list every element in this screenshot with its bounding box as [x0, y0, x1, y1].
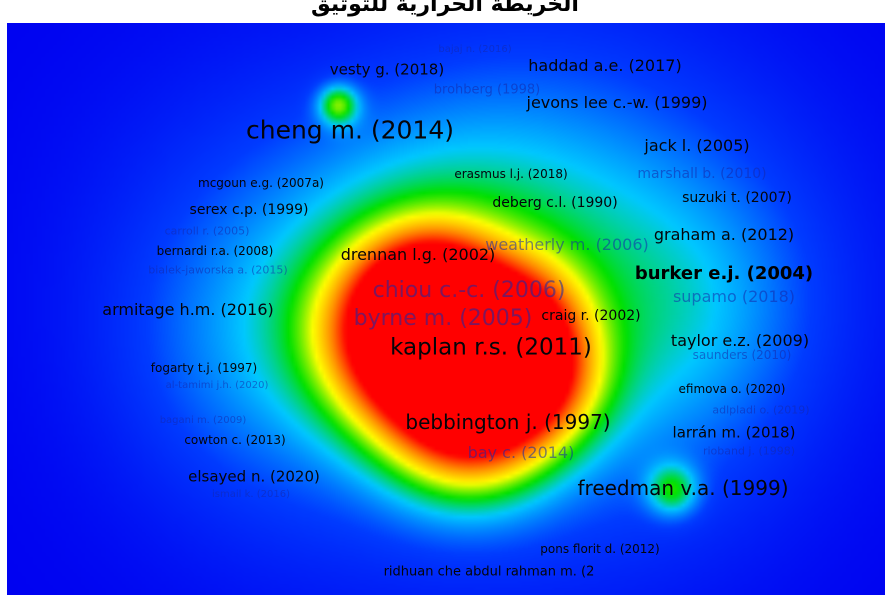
cluster-label[interactable]: brohberg (1998)	[433, 82, 541, 98]
cluster-label[interactable]: graham a. (2012)	[653, 225, 795, 244]
density-heatmap	[7, 23, 885, 595]
cluster-label[interactable]: ismail k. (2016)	[212, 489, 290, 500]
cluster-label[interactable]: cowton c. (2013)	[184, 433, 286, 447]
cluster-label[interactable]: armitage h.m. (2016)	[102, 300, 274, 319]
cluster-label[interactable]: elsayed n. (2020)	[188, 467, 320, 486]
cluster-label[interactable]: efimova o. (2020)	[678, 382, 786, 396]
cluster-label[interactable]: weatherly m. (2006)	[485, 235, 649, 254]
cluster-label[interactable]: supamo (2018)	[672, 287, 796, 306]
cluster-label[interactable]: kaplan r.s. (2011)	[390, 334, 592, 361]
cluster-label[interactable]: erasmus l.j. (2018)	[454, 167, 568, 181]
cluster-label[interactable]: adlpladi o. (2019)	[712, 403, 810, 417]
cluster-label[interactable]: mcgoun e.g. (2007a)	[198, 176, 324, 190]
cluster-label[interactable]: craig r. (2002)	[541, 308, 641, 324]
cluster-label[interactable]: pons florit d. (2012)	[540, 542, 660, 556]
cluster-label[interactable]: drennan l.g. (2002)	[340, 245, 496, 264]
cluster-label[interactable]: burker e.j. (2004)	[634, 263, 814, 284]
cluster-label[interactable]: chiou c.-c. (2006)	[372, 278, 566, 303]
cluster-label[interactable]: bajaj n. (2016)	[438, 44, 512, 55]
page-title: الخريطة الحرارية للتوثيق	[311, 0, 579, 17]
cluster-label[interactable]: larrán m. (2018)	[672, 423, 796, 442]
cluster-label[interactable]: taylor e.z. (2009)	[670, 331, 810, 350]
cluster-label[interactable]: saunders (2010)	[692, 348, 792, 362]
cluster-label[interactable]: marshall b. (2010)	[637, 166, 767, 182]
density-map[interactable]: bajaj n. (2016) vesty g. (2018) haddad a.e…	[7, 23, 885, 595]
cluster-label[interactable]: bialek-jaworska a. (2015)	[148, 263, 288, 277]
cluster-label[interactable]: rioband j. (1998)	[702, 444, 796, 458]
cluster-label[interactable]: freedman v.a. (1999)	[577, 476, 789, 500]
cluster-label[interactable]: jevons lee c.-w. (1999)	[526, 93, 708, 112]
cluster-label[interactable]: cheng m. (2014)	[245, 115, 455, 145]
cluster-label[interactable]: jack l. (2005)	[644, 136, 750, 155]
cluster-label[interactable]: vesty g. (2018)	[329, 60, 445, 79]
cluster-label[interactable]: al-tamimi j.h. (2020)	[165, 380, 269, 391]
cluster-label[interactable]: byrne m. (2005)	[353, 306, 533, 331]
cluster-label[interactable]: haddad a.e. (2017)	[528, 56, 682, 75]
cluster-label[interactable]: bagani m. (2009)	[159, 415, 247, 426]
cluster-label[interactable]: fogarty t.j. (1997)	[150, 361, 258, 375]
cluster-label[interactable]: deberg c.l. (1990)	[492, 195, 618, 211]
cluster-label[interactable]: bebbington j. (1997)	[405, 410, 611, 434]
cluster-label[interactable]: suzuki t. (2007)	[682, 190, 792, 206]
cluster-label[interactable]: serex c.p. (1999)	[189, 202, 309, 218]
cluster-label[interactable]: carroll r. (2005)	[164, 224, 250, 238]
cluster-label[interactable]: bay c. (2014)	[467, 443, 575, 462]
cluster-label[interactable]: ridhuan che abdul rahman m. (2	[383, 564, 595, 580]
cluster-label[interactable]: bernardi r.a. (2008)	[156, 244, 274, 258]
